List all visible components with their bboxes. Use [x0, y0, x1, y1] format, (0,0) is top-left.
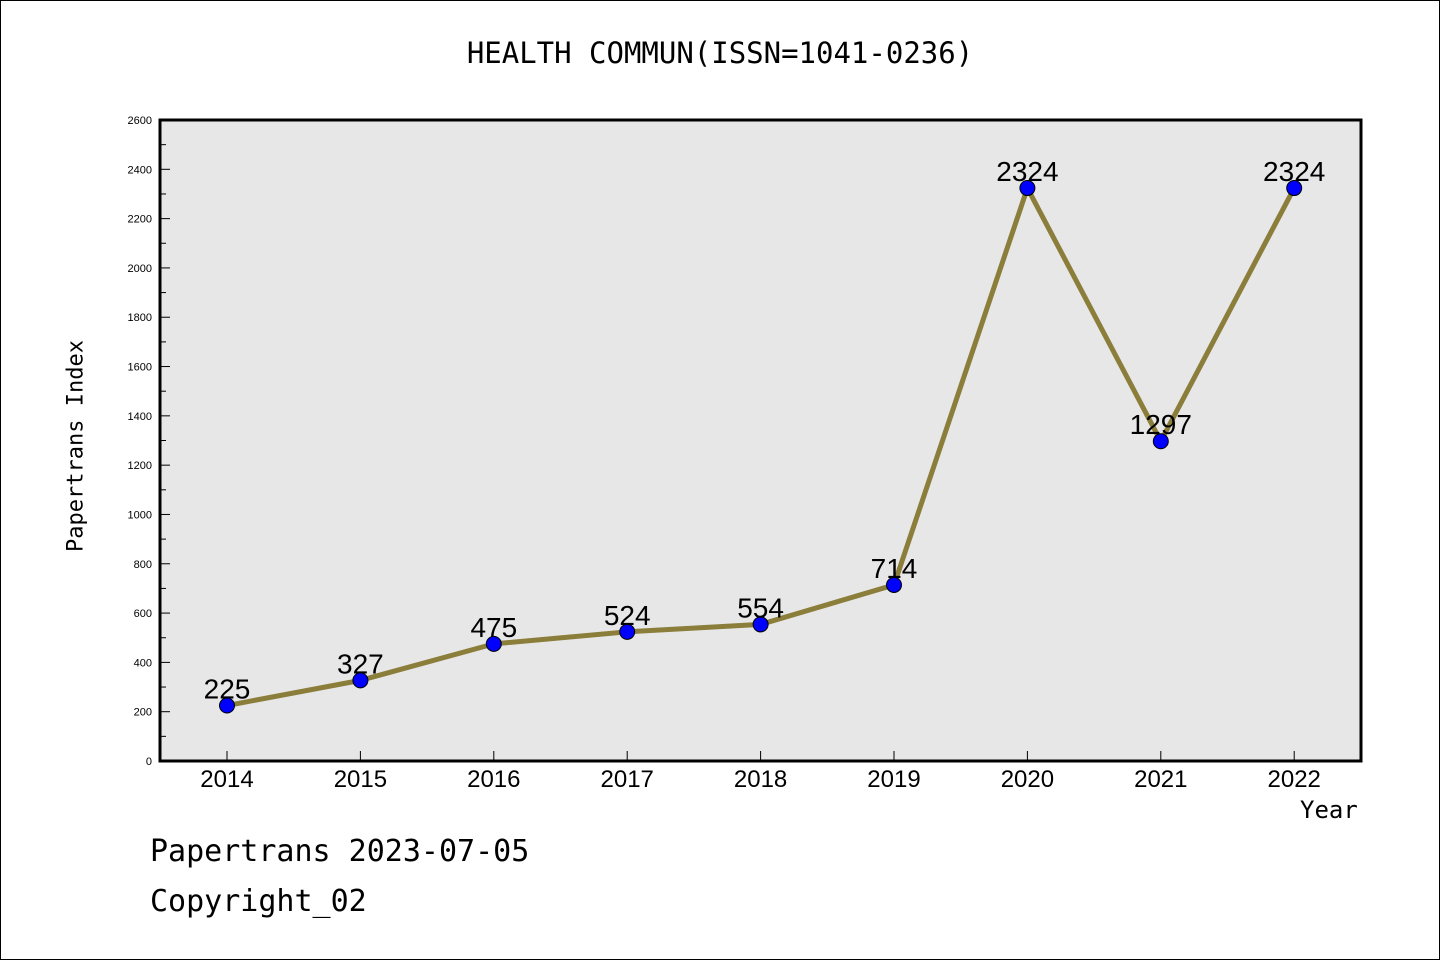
data-point — [752, 616, 769, 633]
y-tick-label: 400 — [134, 657, 152, 669]
data-point — [352, 672, 369, 689]
x-tick-label: 2016 — [467, 766, 520, 793]
x-tick-label: 2015 — [334, 766, 387, 793]
data-label: 327 — [337, 648, 384, 679]
data-point — [1019, 180, 1036, 197]
y-tick-label: 1400 — [128, 411, 152, 423]
data-label: 475 — [470, 612, 517, 643]
series-group: 225 327 475 524 554 714 2324 1297 2324 — [204, 156, 1325, 714]
y-tick-label: 800 — [134, 559, 152, 571]
y-tick-label: 2200 — [128, 214, 152, 226]
x-tick-label: 2019 — [867, 766, 920, 793]
x-tick-label: 2017 — [601, 766, 654, 793]
x-tick-label: 2014 — [200, 766, 253, 793]
data-label: 1297 — [1130, 409, 1192, 440]
data-point — [1286, 180, 1303, 197]
y-tick-label: 0 — [146, 756, 152, 768]
data-label: 225 — [204, 674, 251, 705]
data-label: 2324 — [996, 156, 1058, 187]
y-tick-label: 2600 — [128, 115, 152, 127]
data-point — [219, 697, 235, 714]
data-point — [1152, 433, 1169, 450]
footer-date: Papertrans 2023-07-05 — [150, 834, 530, 869]
data-label: 714 — [871, 553, 918, 584]
data-point — [619, 623, 636, 640]
x-axis-label: Year — [1300, 796, 1358, 824]
y-tick-label: 1800 — [128, 312, 152, 324]
y-tick-label: 1000 — [128, 509, 152, 521]
y-tick-label: 1600 — [128, 362, 152, 374]
y-tick-label: 200 — [134, 707, 152, 719]
data-label: 2324 — [1263, 156, 1325, 187]
y-tick-label: 2400 — [128, 164, 152, 176]
y-tick-label: 2000 — [128, 263, 152, 275]
data-label: 554 — [737, 592, 784, 623]
x-axis-ticks: 2014 2015 2016 2017 2018 2019 2020 2021 2022 — [200, 751, 1321, 793]
y-tick-label: 600 — [134, 608, 152, 620]
footer-copyright: Copyright_02 — [150, 884, 367, 919]
x-tick-label: 2018 — [734, 766, 787, 793]
data-point — [886, 576, 902, 593]
x-tick-label: 2020 — [1001, 766, 1054, 793]
y-tick-label: 1200 — [128, 460, 152, 472]
x-tick-label: 2021 — [1134, 766, 1187, 793]
x-tick-label: 2022 — [1268, 766, 1321, 793]
data-label: 524 — [604, 600, 651, 631]
data-point — [485, 635, 502, 652]
chart-title: HEALTH COMMUN(ISSN=1041-0236) — [466, 36, 974, 70]
y-axis-ticks: 0 200 400 600 800 1000 1200 1400 1600 1800 2000 220… — [128, 115, 170, 768]
